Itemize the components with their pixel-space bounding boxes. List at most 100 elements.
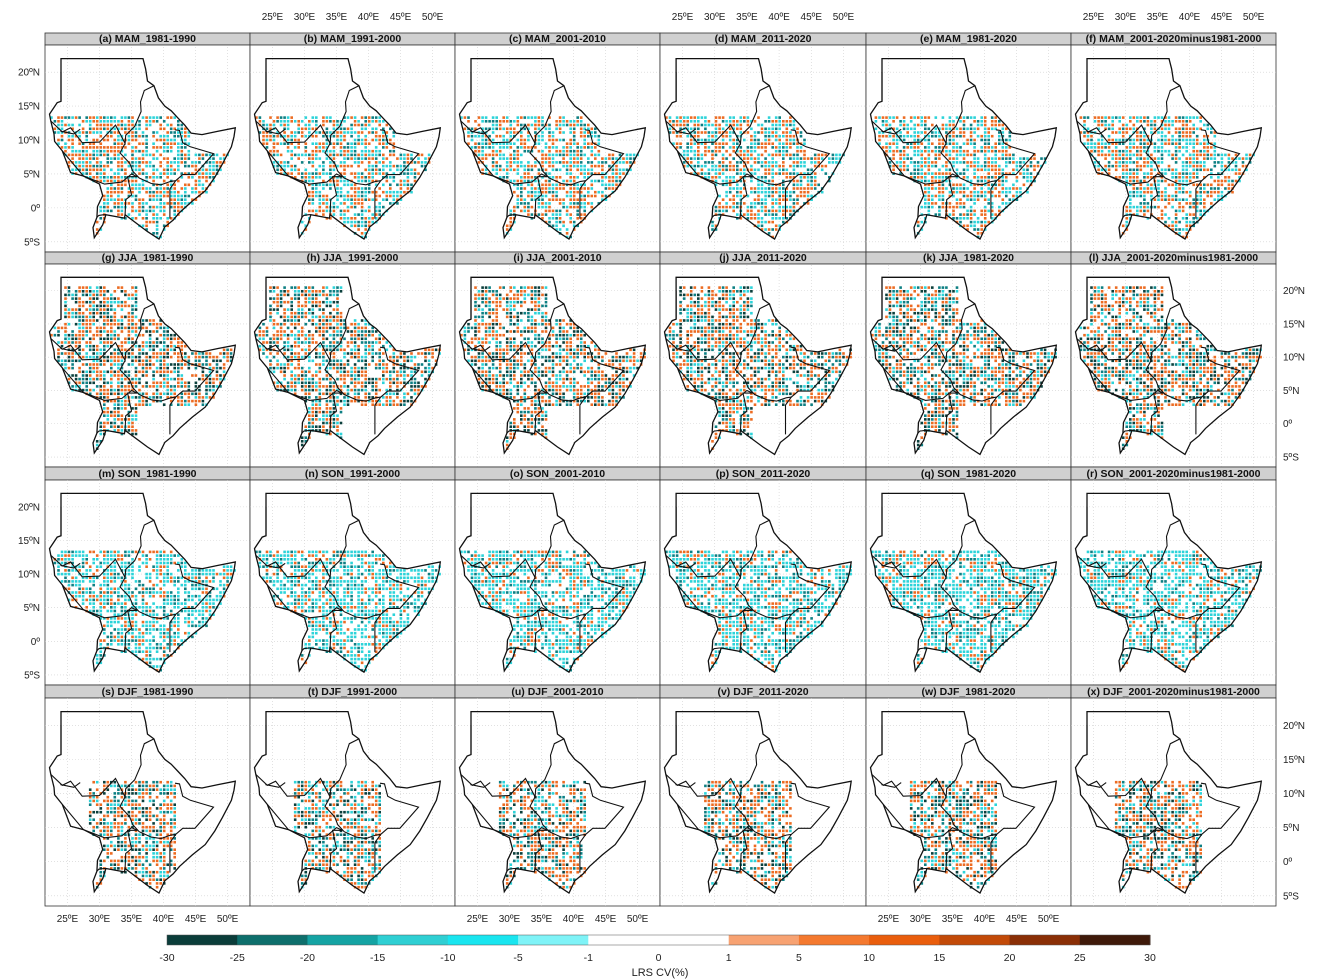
cv-pixel bbox=[548, 198, 551, 201]
cv-pixel bbox=[92, 304, 95, 308]
cv-pixel bbox=[389, 127, 392, 131]
cv-pixel bbox=[357, 176, 360, 179]
cv-pixel bbox=[322, 142, 325, 145]
cv-pixel bbox=[534, 164, 537, 168]
cv-pixel bbox=[718, 209, 721, 213]
cv-pixel bbox=[764, 198, 767, 201]
cv-pixel bbox=[85, 300, 88, 304]
cv-pixel bbox=[1185, 123, 1188, 127]
cv-pixel bbox=[1114, 164, 1118, 168]
cv-pixel bbox=[322, 202, 325, 205]
cv-pixel bbox=[113, 153, 117, 157]
cv-pixel bbox=[767, 172, 771, 175]
cv-pixel bbox=[1146, 138, 1150, 142]
cv-pixel bbox=[916, 224, 920, 228]
cv-pixel bbox=[537, 172, 541, 175]
cv-pixel bbox=[360, 149, 364, 153]
cv-pixel bbox=[1129, 176, 1132, 179]
cv-pixel bbox=[767, 168, 771, 172]
cv-pixel bbox=[548, 157, 551, 160]
cv-pixel bbox=[983, 116, 987, 119]
cv-pixel bbox=[590, 164, 594, 168]
cv-pixel bbox=[81, 146, 85, 149]
cv-pixel bbox=[562, 198, 565, 201]
cv-pixel bbox=[1143, 127, 1146, 131]
cv-pixel bbox=[711, 164, 714, 168]
cv-pixel bbox=[785, 123, 789, 127]
cv-pixel bbox=[1111, 149, 1114, 153]
cv-pixel bbox=[162, 134, 166, 138]
cv-pixel bbox=[95, 352, 99, 355]
cv-pixel bbox=[597, 172, 601, 175]
cv-pixel bbox=[71, 297, 74, 300]
cv-pixel bbox=[509, 209, 513, 213]
cv-pixel bbox=[1188, 161, 1192, 164]
cv-pixel bbox=[403, 172, 406, 175]
cv-pixel bbox=[173, 161, 176, 164]
cv-pixel bbox=[74, 116, 78, 119]
cv-pixel bbox=[789, 138, 792, 142]
cv-pixel bbox=[1121, 138, 1125, 142]
cv-pixel bbox=[782, 120, 785, 123]
cv-pixel bbox=[576, 161, 579, 164]
cv-pixel bbox=[739, 123, 743, 127]
cv-pixel bbox=[159, 164, 162, 168]
cv-pixel bbox=[378, 134, 381, 138]
cv-pixel bbox=[166, 134, 169, 138]
cv-pixel bbox=[1104, 153, 1107, 157]
cv-pixel bbox=[152, 168, 155, 172]
cv-pixel bbox=[339, 213, 343, 216]
cv-pixel bbox=[558, 116, 562, 119]
cv-pixel bbox=[1118, 164, 1121, 168]
cv-pixel bbox=[113, 337, 117, 341]
cv-pixel bbox=[916, 168, 920, 172]
cv-pixel bbox=[1118, 116, 1121, 119]
cv-pixel bbox=[117, 179, 120, 183]
cv-pixel bbox=[558, 228, 562, 231]
cv-pixel bbox=[1121, 116, 1125, 119]
cv-pixel bbox=[1160, 142, 1164, 145]
cv-pixel bbox=[969, 134, 973, 138]
cv-pixel bbox=[523, 146, 527, 149]
cv-pixel bbox=[736, 190, 739, 194]
cv-pixel bbox=[697, 157, 700, 160]
cv-pixel bbox=[396, 157, 399, 160]
cv-pixel bbox=[611, 161, 615, 164]
cv-pixel bbox=[1086, 146, 1090, 149]
cv-pixel bbox=[88, 297, 92, 300]
cv-pixel bbox=[520, 131, 523, 134]
cv-pixel bbox=[1171, 123, 1174, 127]
cv-pixel bbox=[477, 153, 481, 157]
cv-pixel bbox=[565, 213, 569, 216]
cv-pixel bbox=[339, 146, 343, 149]
cv-pixel bbox=[721, 183, 725, 187]
cv-pixel bbox=[1164, 187, 1167, 190]
cv-pixel bbox=[962, 172, 966, 175]
cv-pixel bbox=[311, 198, 315, 201]
cv-pixel bbox=[739, 120, 743, 123]
cv-pixel bbox=[360, 157, 364, 160]
cv-pixel bbox=[92, 315, 95, 319]
cv-pixel bbox=[558, 187, 562, 190]
cv-pixel bbox=[410, 183, 413, 187]
cv-pixel bbox=[346, 205, 350, 209]
cv-pixel bbox=[998, 149, 1001, 153]
map-panel-d: (d) MAM_2011-2020 bbox=[659, 32, 867, 253]
cv-pixel bbox=[739, 149, 743, 153]
cv-pixel bbox=[771, 157, 774, 160]
cv-pixel bbox=[194, 179, 198, 183]
cv-pixel bbox=[572, 164, 576, 168]
cv-pixel bbox=[502, 116, 505, 119]
cv-pixel bbox=[78, 134, 81, 138]
cv-pixel bbox=[941, 198, 945, 201]
cv-pixel bbox=[113, 352, 117, 355]
cv-pixel bbox=[481, 131, 484, 134]
cv-pixel bbox=[909, 127, 913, 131]
cv-pixel bbox=[410, 157, 413, 160]
cv-pixel bbox=[74, 381, 78, 385]
cv-pixel bbox=[57, 355, 60, 359]
cv-pixel bbox=[983, 217, 987, 220]
cv-pixel bbox=[120, 341, 124, 344]
cv-pixel bbox=[382, 138, 385, 142]
cv-pixel bbox=[343, 116, 346, 119]
